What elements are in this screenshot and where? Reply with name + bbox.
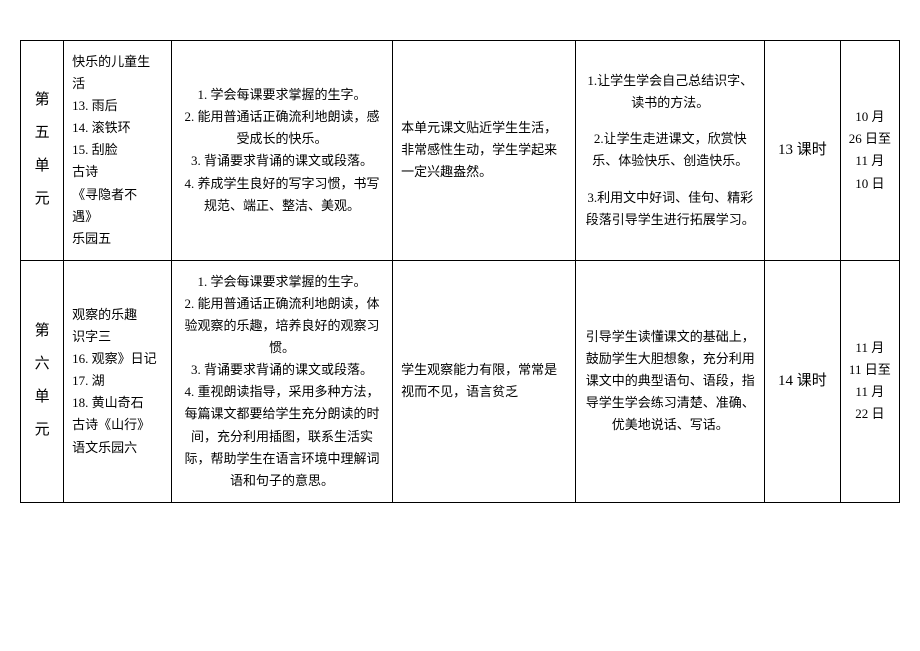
- table-row: 第五单元快乐的儿童生活13. 雨后14. 滚铁环15. 刮脸古诗《寻隐者不遇》乐…: [21, 41, 900, 261]
- methods-line: 引导学生读懂课文的基础上，鼓励学生大胆想象，充分利用课文中的典型语句、语段，指导…: [584, 326, 756, 436]
- analysis-cell: 本单元课文贴近学生生活，非常感性生动，学生学起来一定兴趣盎然。: [393, 41, 576, 261]
- methods-line: 3.利用文中好词、佳句、精彩: [584, 187, 756, 209]
- table-row: 第六单元观察的乐趣识字三16. 观察》日记17. 湖18. 黄山奇石古诗《山行》…: [21, 260, 900, 502]
- methods-cell: 引导学生读懂课文的基础上，鼓励学生大胆想象，充分利用课文中的典型语句、语段，指导…: [576, 260, 765, 502]
- unit-char: 第: [29, 84, 55, 117]
- methods-cell: 1.让学生学会自己总结识字、读书的方法。 2.让学生走进课文，欣赏快乐、体验快乐、…: [576, 41, 765, 261]
- methods-line: 1.让学生学会自己总结识字、读书的方法。: [584, 70, 756, 114]
- methods-line: 段落引导学生进行拓展学习。: [584, 209, 756, 231]
- unit-char: 第: [29, 315, 55, 348]
- unit-char: 五: [29, 117, 55, 150]
- hours-cell: 13 课时: [765, 41, 840, 261]
- content-cell: 快乐的儿童生活13. 雨后14. 滚铁环15. 刮脸古诗《寻隐者不遇》乐园五: [64, 41, 172, 261]
- document-page: 第五单元快乐的儿童生活13. 雨后14. 滚铁环15. 刮脸古诗《寻隐者不遇》乐…: [20, 40, 900, 503]
- curriculum-table: 第五单元快乐的儿童生活13. 雨后14. 滚铁环15. 刮脸古诗《寻隐者不遇》乐…: [20, 40, 900, 503]
- unit-char: 单: [29, 381, 55, 414]
- unit-char: 六: [29, 348, 55, 381]
- unit-cell: 第六单元: [21, 260, 64, 502]
- unit-char: 单: [29, 150, 55, 183]
- unit-char: 元: [29, 414, 55, 447]
- goals-cell: 1. 学会每课要求掌握的生字。2. 能用普通话正确流利地朗读，感受成长的快乐。3…: [171, 41, 392, 261]
- analysis-cell: 学生观察能力有限，常常是视而不见，语言贫乏: [393, 260, 576, 502]
- methods-line: 2.让学生走进课文，欣赏快乐、体验快乐、创造快乐。: [584, 128, 756, 172]
- date-cell: 10 月 26 日至 11 月 10 日: [840, 41, 899, 261]
- unit-char: 元: [29, 183, 55, 216]
- date-cell: 11 月 11 日至 11 月 22 日: [840, 260, 899, 502]
- hours-cell: 14 课时: [765, 260, 840, 502]
- unit-cell: 第五单元: [21, 41, 64, 261]
- content-cell: 观察的乐趣识字三16. 观察》日记17. 湖18. 黄山奇石古诗《山行》语文乐园…: [64, 260, 172, 502]
- goals-cell: 1. 学会每课要求掌握的生字。2. 能用普通话正确流利地朗读，体验观察的乐趣，培…: [171, 260, 392, 502]
